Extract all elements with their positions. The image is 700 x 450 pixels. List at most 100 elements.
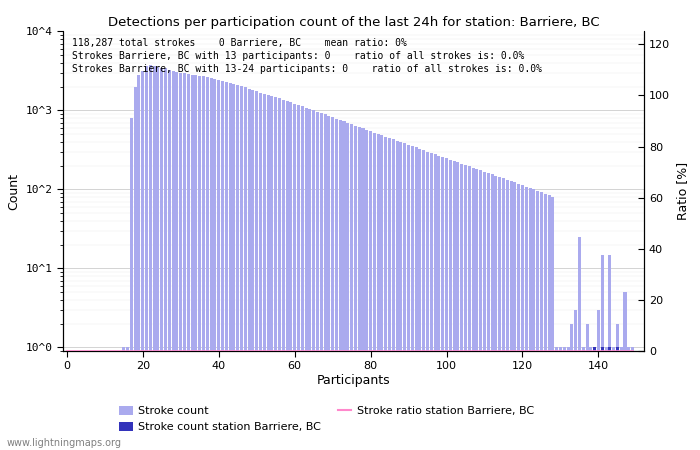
Bar [422, 150, 426, 450]
Bar [430, 153, 433, 450]
Bar [293, 104, 296, 450]
Bar [198, 76, 201, 450]
Bar [160, 68, 163, 450]
Bar [419, 149, 421, 450]
Bar [411, 146, 414, 450]
Bar [445, 158, 448, 450]
Bar [544, 194, 547, 450]
Bar [172, 71, 174, 450]
Bar [278, 99, 281, 450]
Bar [323, 114, 326, 450]
Bar [297, 105, 300, 450]
Y-axis label: Ratio [%]: Ratio [%] [676, 162, 689, 220]
Bar [149, 65, 152, 450]
Bar [236, 85, 239, 450]
Bar [251, 90, 254, 450]
Bar [525, 187, 528, 450]
Bar [506, 180, 509, 450]
Bar [540, 192, 543, 450]
Bar [168, 69, 171, 450]
Bar [570, 324, 573, 450]
Bar [156, 67, 160, 450]
Bar [517, 184, 520, 450]
Bar [426, 152, 429, 450]
Bar [620, 347, 623, 450]
Bar [354, 126, 357, 450]
Bar [585, 324, 589, 450]
Bar [153, 66, 155, 450]
Bar [270, 96, 274, 450]
Bar [612, 347, 615, 450]
Bar [513, 182, 517, 450]
Bar [449, 160, 452, 450]
Bar [453, 161, 456, 450]
Bar [403, 144, 406, 450]
Bar [468, 166, 471, 450]
Bar [593, 347, 596, 450]
Bar [214, 79, 216, 450]
Title: Detections per participation count of the last 24h for station: Barriere, BC: Detections per participation count of th… [108, 16, 599, 29]
Bar [335, 118, 338, 450]
Bar [593, 347, 596, 450]
Bar [373, 133, 376, 450]
Bar [179, 73, 182, 450]
Legend: Stroke count, Stroke count station Barriere, BC, Stroke ratio station Barriere, : Stroke count, Stroke count station Barri… [115, 401, 538, 436]
Bar [574, 310, 578, 450]
Bar [202, 76, 205, 450]
Bar [262, 94, 266, 450]
Bar [502, 178, 505, 450]
Bar [176, 72, 178, 450]
Bar [164, 68, 167, 450]
Bar [209, 78, 213, 450]
Bar [582, 347, 584, 450]
Bar [255, 91, 258, 450]
Bar [328, 116, 330, 450]
Bar [206, 77, 209, 450]
Bar [616, 324, 619, 450]
Bar [494, 176, 498, 450]
Bar [631, 347, 634, 450]
Bar [475, 169, 478, 450]
Bar [312, 110, 315, 450]
Bar [267, 95, 270, 450]
Bar [552, 197, 554, 450]
Bar [183, 73, 186, 450]
Bar [145, 66, 148, 450]
Bar [608, 347, 611, 450]
Bar [528, 188, 531, 450]
Bar [536, 191, 539, 450]
Bar [460, 164, 463, 450]
Bar [605, 347, 608, 450]
Bar [301, 106, 304, 450]
Bar [624, 292, 626, 450]
Bar [433, 154, 437, 450]
Y-axis label: Count: Count [7, 173, 20, 210]
Bar [358, 127, 360, 450]
Bar [414, 148, 418, 450]
Bar [608, 255, 611, 450]
Bar [616, 347, 619, 450]
Bar [559, 347, 562, 450]
Bar [342, 121, 346, 450]
Bar [510, 181, 512, 450]
Bar [308, 109, 312, 450]
Bar [521, 185, 524, 450]
Bar [438, 156, 440, 450]
Bar [187, 74, 190, 450]
Bar [384, 137, 387, 450]
Bar [339, 120, 342, 450]
Bar [259, 93, 262, 450]
Bar [350, 124, 353, 450]
Bar [472, 167, 475, 450]
Bar [480, 170, 482, 450]
Bar [400, 142, 402, 450]
Bar [289, 102, 293, 450]
Bar [498, 177, 501, 450]
Bar [141, 71, 144, 450]
Bar [365, 130, 368, 450]
Bar [286, 101, 288, 450]
Bar [589, 347, 592, 450]
Bar [395, 141, 399, 450]
Bar [601, 255, 603, 450]
Bar [240, 86, 243, 450]
